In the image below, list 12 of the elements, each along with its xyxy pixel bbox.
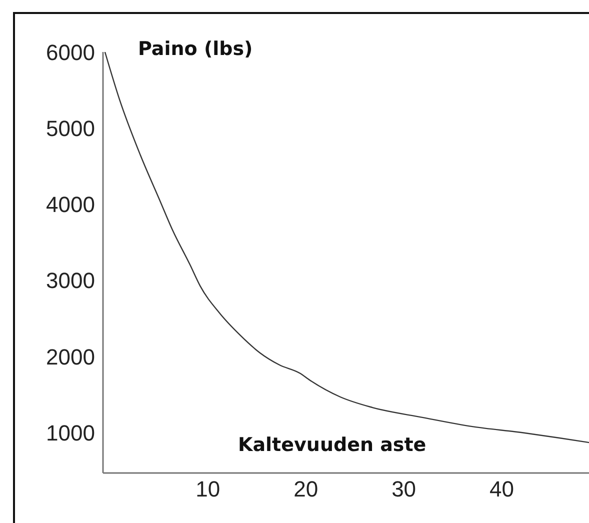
y-axis-title: Paino (lbs) bbox=[138, 38, 253, 60]
x-axis-title: Kaltevuuden aste bbox=[238, 434, 426, 456]
x-tick-label: 20 bbox=[294, 476, 318, 502]
x-tick-label: 30 bbox=[392, 476, 416, 502]
x-tick-label: 10 bbox=[196, 476, 220, 502]
y-tick-label: 3000 bbox=[46, 268, 95, 294]
x-tick-label: 40 bbox=[490, 476, 514, 502]
y-tick-label: 6000 bbox=[46, 40, 95, 65]
y-tick-label: 1000 bbox=[46, 420, 95, 446]
y-tick-label: 2000 bbox=[46, 344, 95, 370]
y-tick-label: 4000 bbox=[46, 192, 95, 218]
y-tick-label: 5000 bbox=[46, 116, 95, 141]
